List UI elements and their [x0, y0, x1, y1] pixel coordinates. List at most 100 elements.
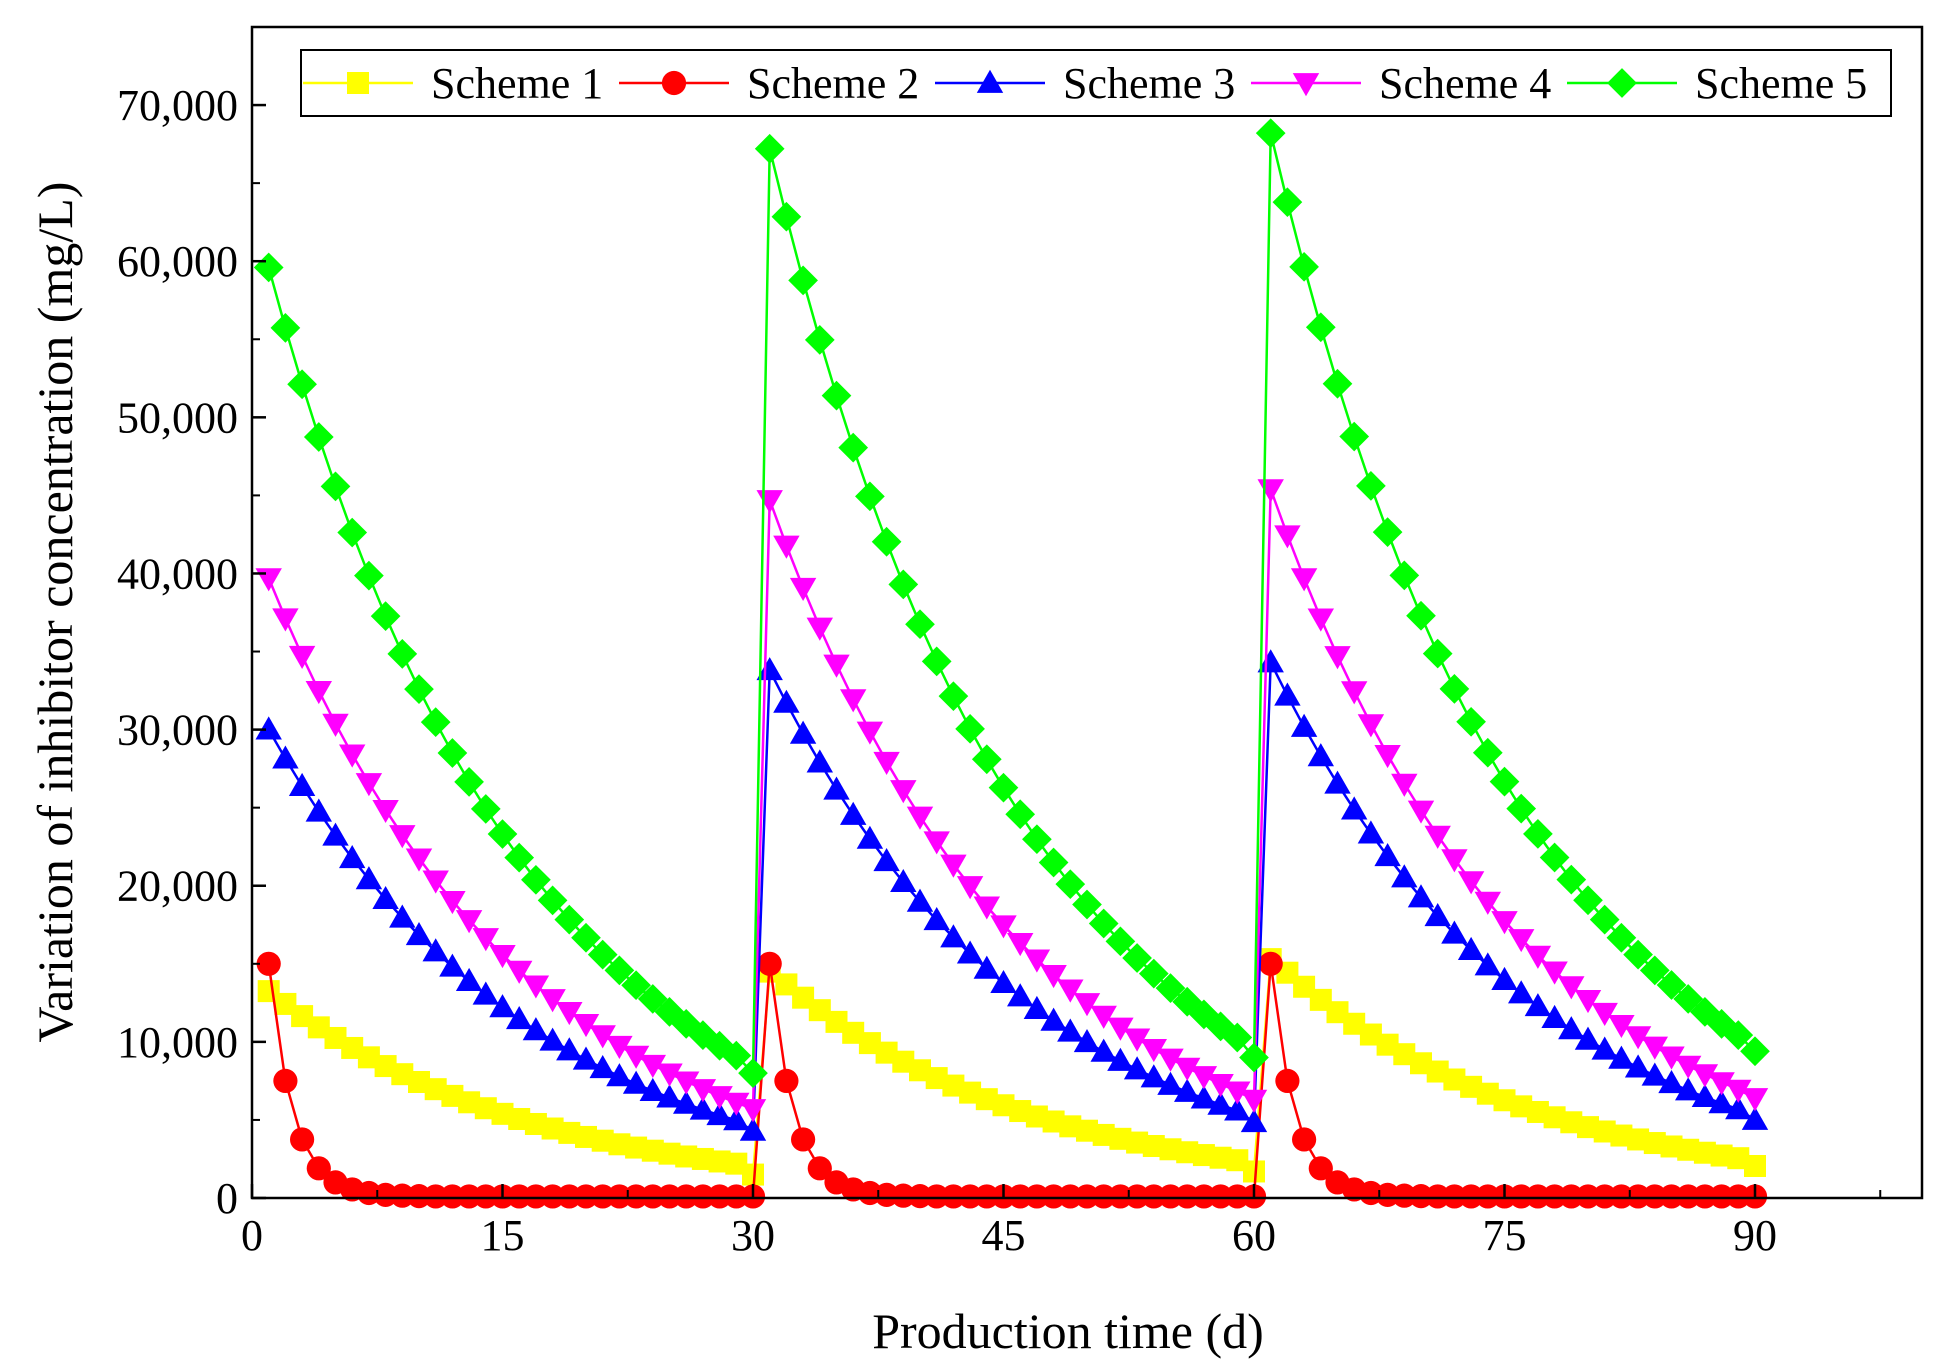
data-point [1141, 1184, 1166, 1209]
data-point [838, 432, 869, 463]
data-point [270, 313, 301, 343]
series-5 [253, 118, 1770, 1088]
data-point [1424, 902, 1451, 927]
data-point [1675, 1077, 1702, 1101]
data-point [273, 1068, 298, 1093]
data-point [806, 617, 833, 641]
data-point [925, 1067, 948, 1090]
data-point [689, 1096, 717, 1120]
data-point [1574, 1026, 1602, 1050]
data-point [1024, 1184, 1049, 1209]
data-point [1725, 1096, 1752, 1120]
data-point [1176, 1141, 1199, 1164]
data-point [621, 970, 651, 1001]
data-point [1457, 871, 1485, 895]
series-1 [257, 948, 1766, 1186]
data-point [422, 938, 449, 962]
legend-marker [976, 69, 1004, 93]
data-point [658, 1142, 681, 1165]
data-point [1442, 1184, 1467, 1209]
x-tick-label: 30 [731, 1211, 775, 1260]
data-point [1741, 1088, 1769, 1112]
data-point [1357, 820, 1385, 844]
data-point [1109, 1127, 1132, 1150]
data-point [1725, 1079, 1752, 1103]
data-point [789, 720, 817, 744]
data-point [1609, 1184, 1634, 1209]
data-point [454, 767, 484, 797]
data-point [305, 798, 332, 822]
series-2 [256, 951, 1768, 1209]
data-point [1659, 1184, 1684, 1209]
data-point [1076, 1119, 1098, 1142]
data-point [640, 1184, 665, 1209]
data-point [1108, 1184, 1133, 1209]
data-point [539, 989, 566, 1013]
data-point [923, 831, 950, 855]
data-point [1406, 600, 1436, 631]
data-point [1692, 1184, 1717, 1209]
data-point [1343, 1012, 1366, 1035]
data-point [539, 1027, 566, 1051]
data-point [622, 1045, 650, 1069]
data-point [441, 1084, 464, 1107]
data-point [639, 1077, 666, 1101]
data-point [724, 1184, 749, 1209]
legend-marker [1607, 68, 1637, 98]
data-point [992, 1094, 1015, 1117]
data-point [639, 1054, 666, 1079]
data-point [339, 845, 366, 869]
data-point [470, 794, 501, 824]
x-axis-title: Production time (d) [872, 1303, 1264, 1359]
data-point [1105, 926, 1136, 957]
data-point [1558, 976, 1585, 1000]
data-point [890, 868, 917, 893]
data-point [455, 967, 483, 992]
data-point [1524, 993, 1552, 1017]
data-point [921, 646, 952, 677]
data-point [1007, 932, 1034, 957]
data-point [408, 1070, 430, 1093]
y-axis-title: Variation of inhibitor concentration (mg… [27, 182, 83, 1043]
data-point [923, 907, 950, 931]
data-point [1025, 1105, 1048, 1128]
data-point [938, 681, 969, 712]
data-point [372, 799, 399, 824]
series-4 [255, 479, 1769, 1123]
data-point [589, 1055, 616, 1079]
data-point [274, 992, 297, 1015]
data-point [1710, 1144, 1733, 1167]
data-point [773, 689, 800, 713]
y-tick-label: 0 [216, 1174, 238, 1223]
data-point [739, 1117, 767, 1141]
data-point [856, 721, 884, 745]
data-point [1541, 961, 1568, 985]
data-point [1509, 1184, 1534, 1209]
legend-item-3: Scheme 3 [935, 59, 1235, 108]
data-point [1293, 975, 1316, 998]
series-3 [255, 649, 1769, 1141]
data-point [1676, 1184, 1701, 1209]
data-point [374, 1055, 397, 1078]
data-point [405, 848, 433, 872]
y-tick-label: 20,000 [117, 862, 238, 911]
data-point [1577, 1116, 1599, 1139]
data-point [391, 1063, 414, 1086]
data-point [1207, 1073, 1234, 1098]
x-tick-label: 45 [982, 1211, 1026, 1260]
data-point [742, 1163, 764, 1186]
data-point [1472, 737, 1503, 768]
y-tick-label: 30,000 [117, 706, 238, 755]
data-point [537, 885, 568, 916]
data-point [691, 1147, 714, 1170]
data-point [272, 608, 299, 632]
data-point [1542, 1184, 1567, 1209]
data-point [674, 1184, 699, 1209]
data-point [955, 713, 985, 744]
data-point [372, 885, 399, 910]
data-point [1372, 517, 1403, 547]
data-point [1041, 1184, 1066, 1209]
data-point [1190, 1085, 1218, 1109]
data-point [370, 601, 401, 631]
data-point [1673, 984, 1704, 1014]
